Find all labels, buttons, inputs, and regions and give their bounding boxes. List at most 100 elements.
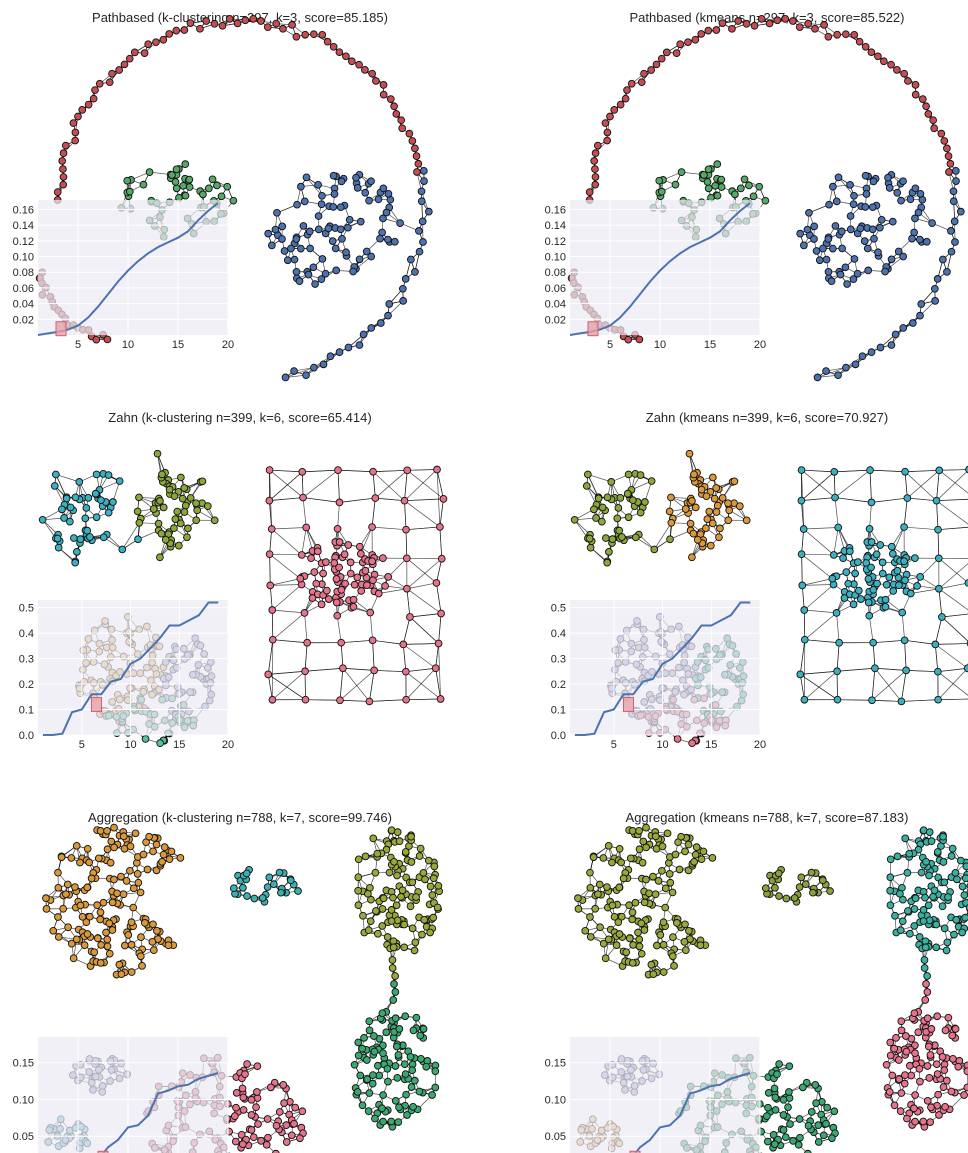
graph-node — [899, 252, 908, 261]
graph-node — [789, 17, 797, 25]
graph-node — [800, 241, 808, 250]
graph-node — [860, 237, 869, 245]
graph-node — [822, 255, 831, 264]
graph-node — [329, 203, 338, 211]
graph-node — [864, 266, 873, 275]
graph-node — [863, 244, 872, 253]
graph-node — [170, 492, 179, 501]
graph-edge — [339, 668, 344, 701]
graph-node — [749, 192, 758, 201]
graph-node — [172, 165, 181, 174]
graph-edge — [404, 469, 438, 501]
graph-edge — [271, 610, 274, 640]
graph-node — [933, 275, 942, 283]
graph-node — [180, 508, 189, 516]
graph-node — [173, 507, 182, 516]
graph-node — [52, 470, 60, 479]
graph-node — [346, 558, 355, 567]
graph-edge — [800, 670, 838, 675]
graph-node — [640, 69, 648, 78]
graph-node — [951, 238, 959, 246]
graph-node — [368, 523, 376, 531]
graph-node — [318, 255, 327, 263]
graph-node — [359, 330, 368, 339]
graph-node — [108, 69, 116, 78]
graph-node — [288, 21, 296, 29]
graph-node — [851, 360, 860, 369]
graph-node — [210, 19, 219, 28]
graph-node — [676, 40, 685, 49]
graph-node — [265, 550, 274, 559]
graph-node — [268, 635, 277, 644]
graph-node — [813, 373, 822, 382]
graph-edge — [272, 612, 305, 640]
graph-node — [280, 247, 289, 255]
graph-node — [384, 311, 392, 320]
graph-edge — [935, 643, 968, 645]
graph-node — [371, 494, 380, 502]
graph-node — [319, 569, 327, 578]
graph-node — [401, 667, 410, 676]
graph-node — [850, 30, 859, 39]
x-tick-label: 5 — [79, 739, 85, 751]
graph-node — [355, 60, 363, 69]
graph-node — [943, 268, 951, 276]
graph-edge — [904, 526, 939, 531]
graph-node — [192, 516, 201, 525]
graph-node — [156, 553, 164, 562]
graph-edge — [268, 674, 306, 700]
graph-node — [417, 187, 426, 196]
graph-node — [346, 569, 355, 578]
graph-node — [154, 519, 163, 528]
graph-node — [384, 189, 393, 198]
graph-node — [91, 86, 99, 94]
graph-node — [297, 182, 305, 191]
graph-node — [384, 235, 392, 244]
y-tick-label: 0.16 — [13, 204, 34, 216]
graph-node — [267, 525, 276, 533]
graph-node — [591, 173, 600, 181]
graph-node — [165, 485, 174, 494]
graph-node — [340, 550, 349, 559]
graph-node — [943, 144, 951, 153]
graph-node — [876, 343, 885, 352]
graph-node — [956, 207, 965, 216]
y-tick-label: 0.1 — [19, 705, 34, 717]
x-tick-label: 10 — [122, 339, 134, 351]
graph-node — [335, 48, 344, 57]
graph-node — [332, 598, 341, 607]
graph-node — [379, 81, 388, 89]
graph-node — [309, 263, 318, 272]
graph-edge — [301, 527, 307, 556]
graph-edge — [406, 582, 437, 590]
graph-node — [916, 189, 925, 198]
graph-node — [887, 255, 896, 264]
graph-node — [841, 30, 850, 39]
graph-node — [103, 335, 112, 344]
graph-node — [400, 496, 409, 505]
graph-edge — [272, 609, 305, 614]
graph-node — [84, 494, 93, 502]
graph-node — [223, 182, 232, 191]
graph-node — [750, 21, 759, 30]
graph-node — [74, 112, 82, 121]
graph-edge — [301, 471, 304, 498]
y-tick-label: 0.12 — [545, 236, 566, 248]
graph-edge — [403, 643, 439, 645]
graph-node — [83, 526, 92, 535]
graph-node — [369, 467, 377, 476]
graph-edge — [869, 502, 872, 529]
graph-node — [897, 196, 905, 205]
graph-node — [73, 547, 81, 556]
graph-edge — [901, 699, 939, 702]
graph-edge — [901, 670, 907, 702]
graph-node — [159, 35, 168, 44]
graph-node — [241, 16, 250, 25]
graph-edge — [905, 469, 940, 473]
graph-node — [38, 515, 47, 524]
graph-node — [433, 465, 441, 474]
graph-node — [820, 21, 828, 29]
graph-edge — [836, 642, 840, 672]
graph-node — [71, 136, 79, 145]
y-tick-label: 0.12 — [13, 236, 34, 248]
